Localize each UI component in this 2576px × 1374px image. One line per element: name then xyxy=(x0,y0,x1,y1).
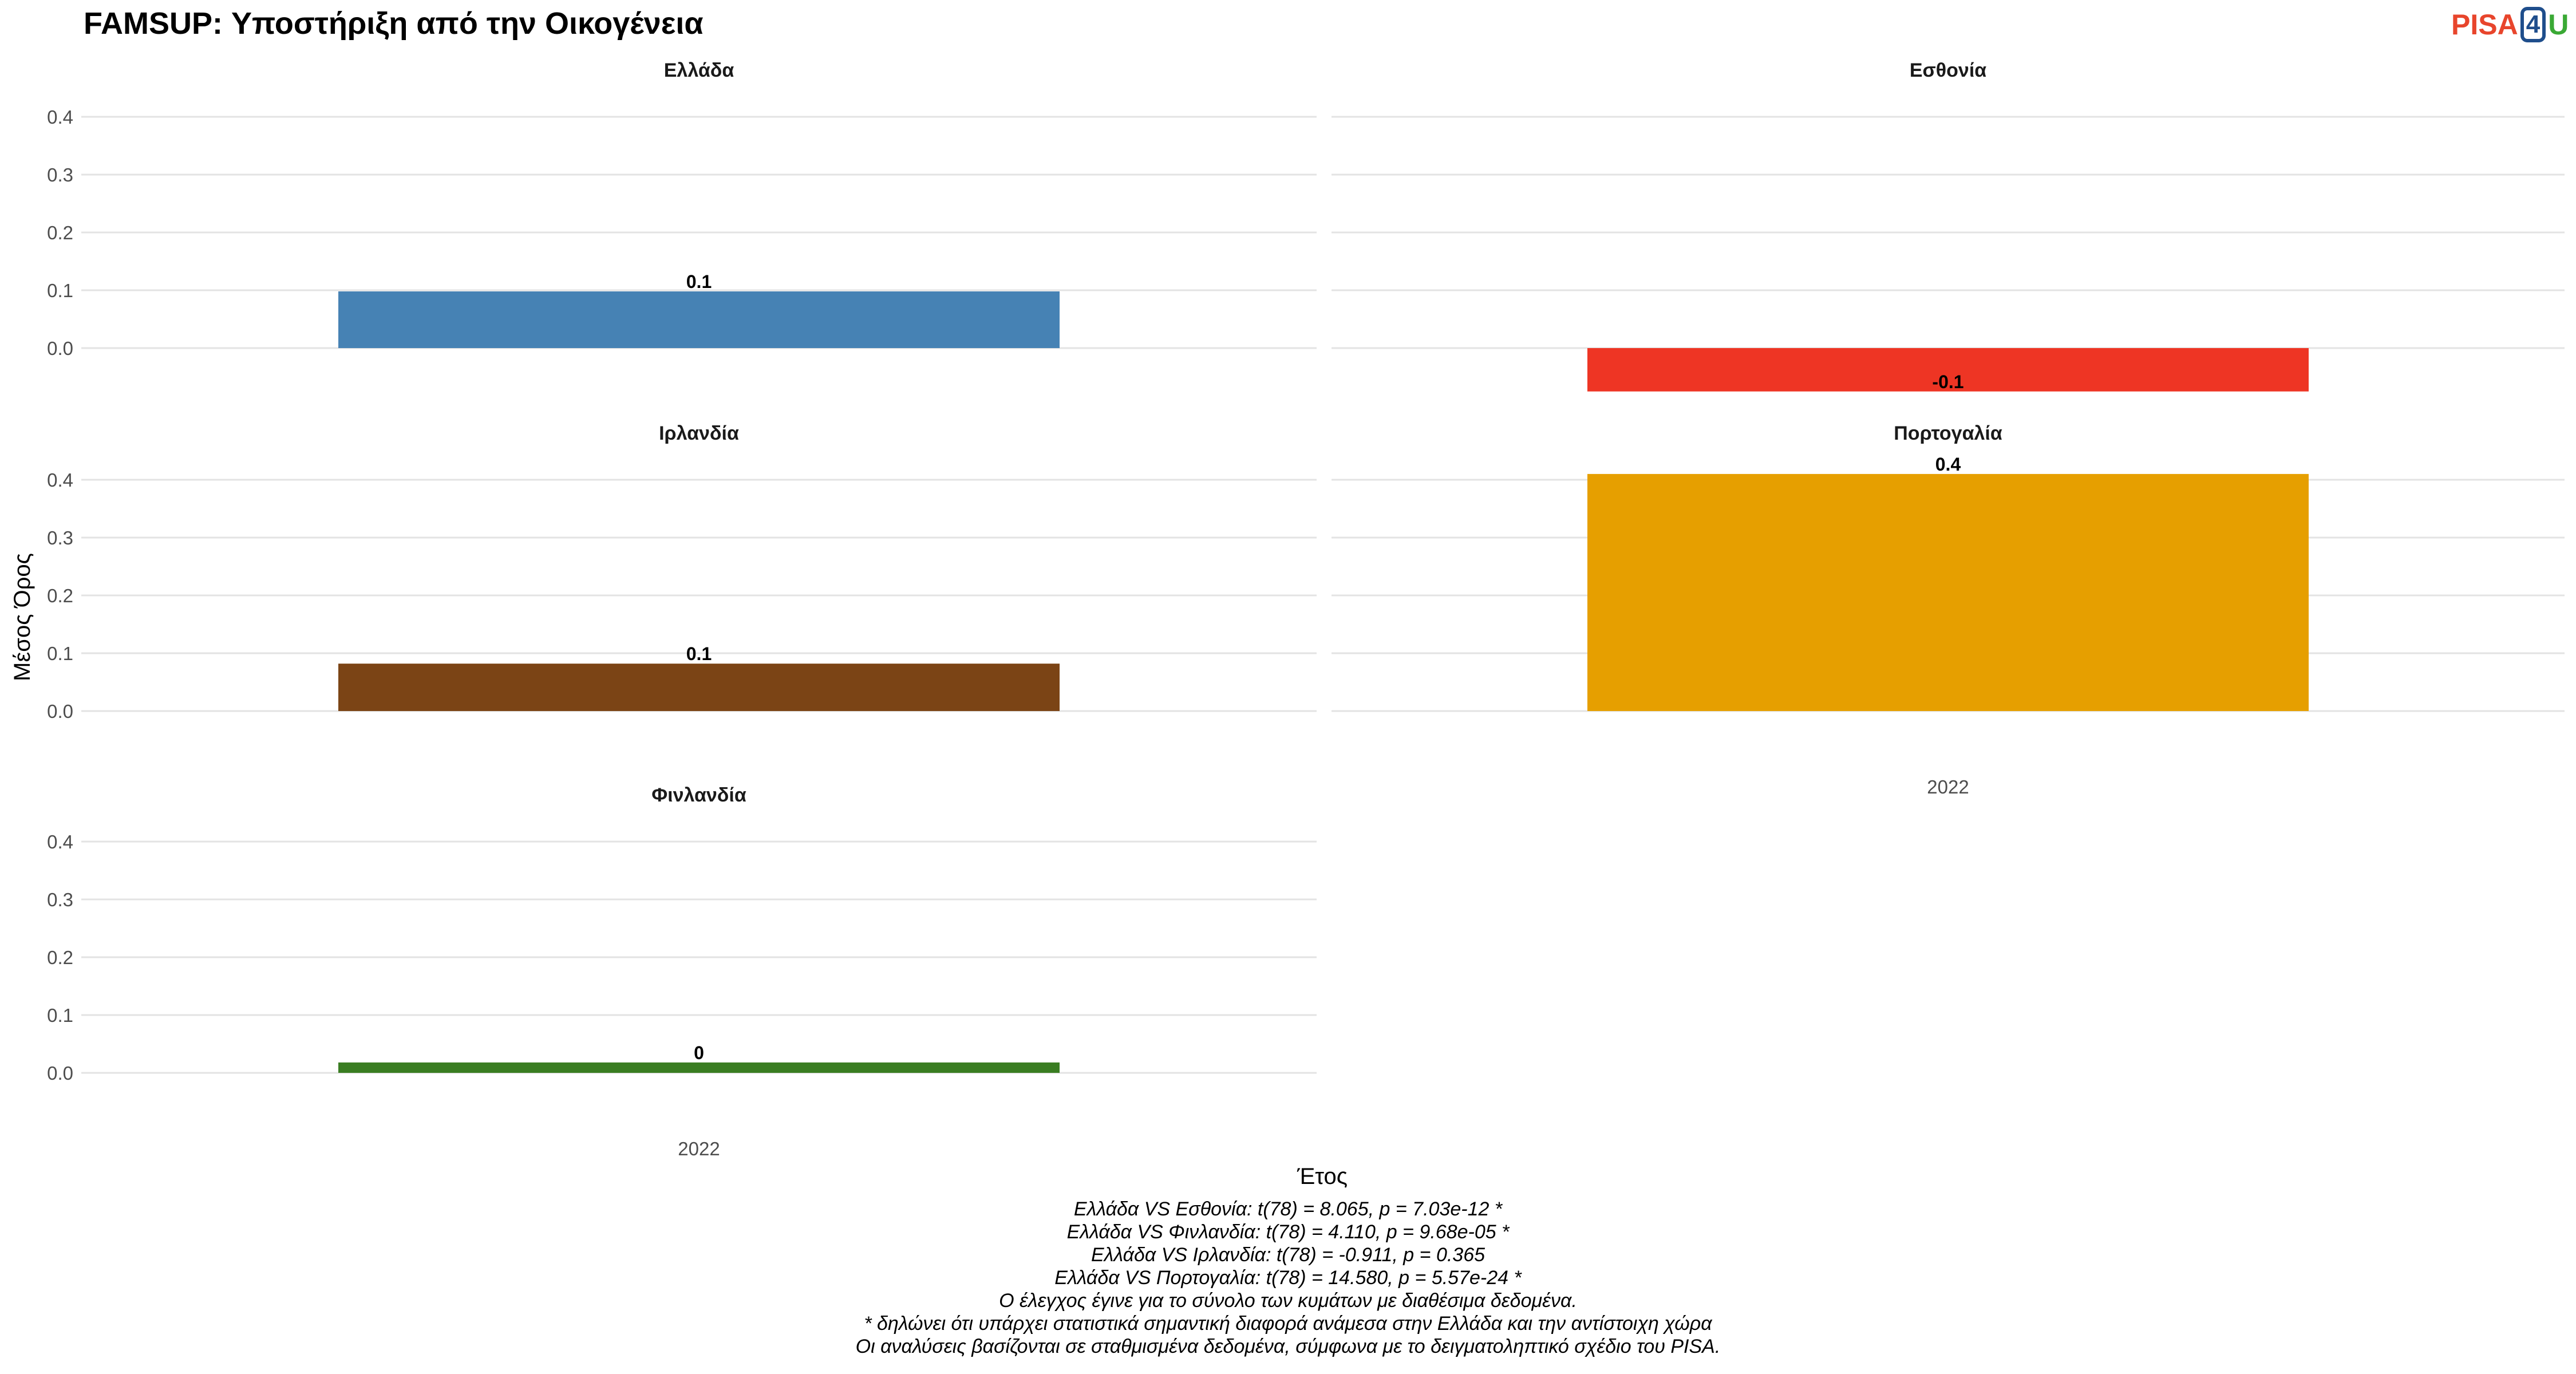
y-tick-label: 0.2 xyxy=(47,222,73,243)
y-tick-label: 0.3 xyxy=(47,527,73,548)
x-tick-label: 2022 xyxy=(1927,776,1969,797)
y-tick-label: 0.3 xyxy=(47,889,73,910)
y-axis-title: Μέσος Όρος xyxy=(10,553,35,681)
bar xyxy=(1587,348,2309,392)
logo-text-u: U xyxy=(2548,9,2569,41)
note-line: Ελλάδα VS Εσθονία: t(78) = 8.065, p = 7.… xyxy=(1073,1198,1503,1220)
note-line: Ελλάδα VS Ιρλανδία: t(78) = -0.911, p = … xyxy=(1091,1244,1485,1266)
statistical-notes: Ελλάδα VS Εσθονία: t(78) = 8.065, p = 7.… xyxy=(0,1198,2576,1358)
panel-title: Ελλάδα xyxy=(664,60,734,81)
y-tick-label: 0.1 xyxy=(47,280,73,301)
chart-title: FAMSUP: Υποστήριξη από την Οικογένεια xyxy=(84,6,704,41)
note-line: * δηλώνει ότι υπάρχει στατιστικά σημαντι… xyxy=(864,1313,1712,1334)
y-tick-label: 0.4 xyxy=(47,106,73,128)
bar xyxy=(338,1062,1060,1073)
y-tick-label: 0.1 xyxy=(47,1005,73,1026)
logo-text-four: 4 xyxy=(2520,7,2546,42)
bar xyxy=(338,664,1060,711)
y-tick-label: 0.2 xyxy=(47,585,73,606)
data-label: -0.1 xyxy=(1932,372,1963,392)
data-label: 0.4 xyxy=(1935,454,1961,475)
y-tick-label: 0.0 xyxy=(47,1063,73,1084)
panel-title: Πορτογαλία xyxy=(1894,423,2002,444)
faceted-bar-chart: 0.0 0.1 0.2 0.3 0.4 Ελλάδα 0.1 Εσθονία -0.1 0.0 0.… xyxy=(10,60,2565,1189)
panel-title: Φινλανδία xyxy=(651,784,746,806)
note-line: Ελλάδα VS Φινλανδία: t(78) = 4.110, p = … xyxy=(1066,1221,1510,1243)
y-tick-label: 0.4 xyxy=(47,469,73,491)
data-label: 0.1 xyxy=(686,271,712,292)
y-tick-label: 0.0 xyxy=(47,701,73,722)
bar xyxy=(338,291,1060,348)
y-tick-label: 0.3 xyxy=(47,164,73,185)
panel-title: Ιρλανδία xyxy=(659,423,739,444)
data-label: 0 xyxy=(694,1043,704,1063)
note-line: Οι αναλύσεις βασίζονται σε σταθμισμένα δ… xyxy=(855,1336,1721,1357)
panel-title: Εσθονία xyxy=(1910,60,1986,81)
y-tick-label: 0.0 xyxy=(47,338,73,359)
note-line: Ο έλεγχος έγινε για το σύνολο των κυμάτω… xyxy=(999,1290,1577,1312)
data-label: 0.1 xyxy=(686,643,712,664)
bar xyxy=(1587,473,2309,711)
x-axis-title: Έτος xyxy=(1297,1164,1348,1189)
x-tick-label: 2022 xyxy=(678,1138,720,1159)
y-tick-label: 0.1 xyxy=(47,643,73,664)
pisa4u-logo: PISA 4 U xyxy=(2451,7,2569,42)
note-line: Ελλάδα VS Πορτογαλία: t(78) = 14.580, p … xyxy=(1054,1267,1522,1289)
logo-text-pisa: PISA xyxy=(2451,9,2518,41)
y-tick-label: 0.4 xyxy=(47,831,73,852)
y-tick-label: 0.2 xyxy=(47,947,73,968)
